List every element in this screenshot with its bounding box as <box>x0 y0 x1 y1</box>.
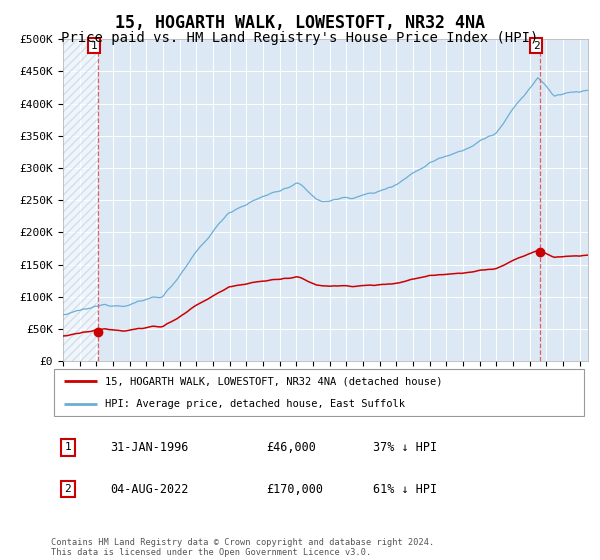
Text: 31-JAN-1996: 31-JAN-1996 <box>110 441 188 454</box>
Text: £46,000: £46,000 <box>266 441 316 454</box>
Text: 61% ↓ HPI: 61% ↓ HPI <box>373 483 437 496</box>
Text: 04-AUG-2022: 04-AUG-2022 <box>110 483 188 496</box>
Text: Contains HM Land Registry data © Crown copyright and database right 2024.
This d: Contains HM Land Registry data © Crown c… <box>51 538 434 557</box>
Text: 1: 1 <box>64 442 71 452</box>
Text: £170,000: £170,000 <box>266 483 323 496</box>
Bar <box>63 39 98 361</box>
Text: 37% ↓ HPI: 37% ↓ HPI <box>373 441 437 454</box>
Text: 1: 1 <box>91 41 98 50</box>
Text: 2: 2 <box>533 41 539 50</box>
Text: 2: 2 <box>64 484 71 494</box>
Text: HPI: Average price, detached house, East Suffolk: HPI: Average price, detached house, East… <box>105 399 405 409</box>
Text: 15, HOGARTH WALK, LOWESTOFT, NR32 4NA (detached house): 15, HOGARTH WALK, LOWESTOFT, NR32 4NA (d… <box>105 376 442 386</box>
Text: Price paid vs. HM Land Registry's House Price Index (HPI): Price paid vs. HM Land Registry's House … <box>61 31 539 45</box>
FancyBboxPatch shape <box>53 369 584 416</box>
Text: 15, HOGARTH WALK, LOWESTOFT, NR32 4NA: 15, HOGARTH WALK, LOWESTOFT, NR32 4NA <box>115 14 485 32</box>
